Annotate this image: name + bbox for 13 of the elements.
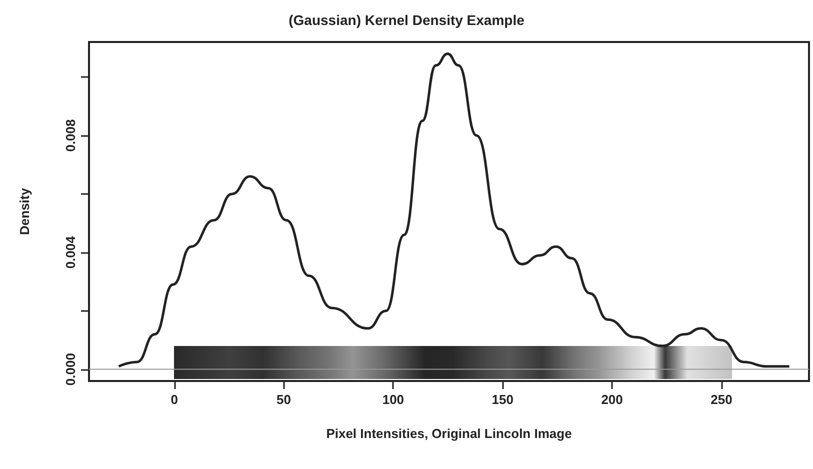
x-tick-label: 150 xyxy=(492,392,514,407)
y-tick-label: 0.008 xyxy=(63,119,78,152)
x-tick-label: 0 xyxy=(170,392,178,407)
chart-title: (Gaussian) Kernel Density Example xyxy=(288,12,525,28)
y-tick-label: 0.004 xyxy=(63,235,78,269)
x-tick-label: 50 xyxy=(276,392,292,407)
x-tick-label: 200 xyxy=(601,392,623,407)
x-tick-label: 100 xyxy=(382,392,404,407)
line-series xyxy=(118,52,791,368)
y-tick-label: 0.000 xyxy=(63,353,78,386)
x-axis-title: Pixel Intensities, Original Lincoln Image xyxy=(326,426,572,441)
x-tick-label: 250 xyxy=(710,392,732,407)
y-axis-title: Density xyxy=(17,187,32,235)
